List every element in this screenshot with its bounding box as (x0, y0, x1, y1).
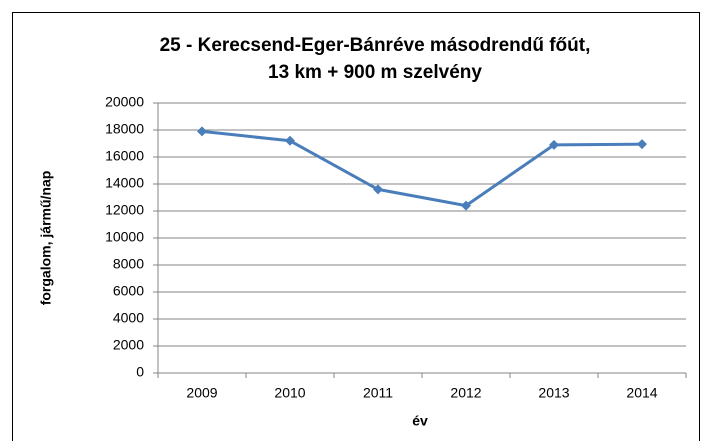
x-tick-label: 2010 (274, 385, 305, 401)
chart-title: 13 km + 900 m szelvény (268, 62, 482, 83)
y-tick-label: 8000 (113, 256, 144, 272)
x-tick-label: 2014 (626, 385, 657, 401)
y-tick-label: 18000 (105, 121, 144, 137)
chart-frame (12, 12, 700, 441)
data-point (373, 184, 383, 195)
y-tick-label: 4000 (113, 310, 144, 326)
x-tick-label: 2012 (450, 385, 481, 401)
y-tick-label: 0 (136, 364, 144, 380)
y-tick-label: 10000 (105, 229, 144, 245)
y-tick-label: 6000 (113, 283, 144, 299)
y-tick-label: 14000 (105, 175, 144, 191)
data-point (197, 126, 207, 137)
x-tick-label: 2009 (186, 385, 217, 401)
y-tick-label: 16000 (105, 148, 144, 164)
data-point (637, 139, 647, 150)
y-axis-label: forgalom, jármű/nap (38, 171, 54, 306)
data-point (285, 135, 295, 146)
x-axis-label: év (412, 413, 428, 429)
x-tick-label: 2011 (363, 385, 393, 401)
data-point (461, 200, 471, 211)
x-tick-label: 2013 (538, 385, 569, 401)
data-line (201, 129, 643, 208)
data-point (549, 139, 559, 150)
y-tick-label: 2000 (113, 337, 144, 353)
y-tick-label: 20000 (105, 94, 144, 110)
y-tick-label: 12000 (105, 202, 144, 218)
chart-title: 25 - Kerecsend-Eger-Bánréve másodrendű f… (160, 35, 591, 56)
